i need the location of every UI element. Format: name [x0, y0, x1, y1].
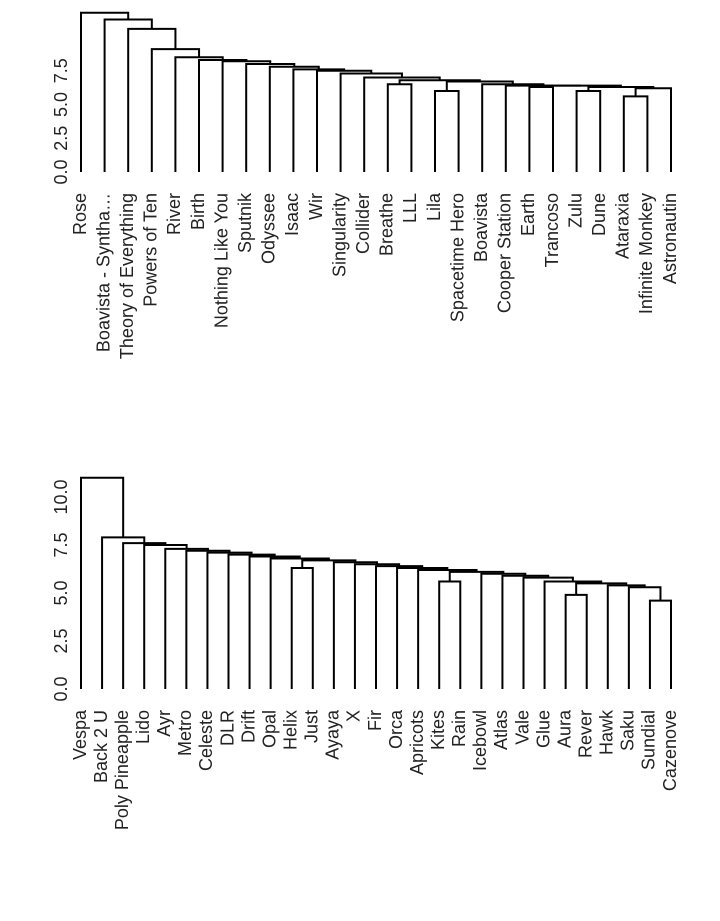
leaf-label: Trancoso [542, 193, 562, 267]
y-tick-label: 5.0 [51, 580, 71, 605]
dendrogram-link [543, 580, 603, 689]
dendrogram-link [434, 90, 460, 172]
leaf-label: Atlas [491, 710, 511, 750]
leaf-label: Fir [365, 710, 385, 731]
leaf-label: Aura [554, 709, 574, 748]
leaf-label: Astronautin [660, 193, 680, 284]
y-tick-label: 7.5 [51, 58, 71, 83]
dendrogram-link [504, 84, 582, 172]
leaf-label: Collider [353, 193, 373, 254]
y-tick-label: 2.5 [51, 628, 71, 653]
dendrogram-link [622, 95, 649, 172]
dendrogram-top: 0.0 2.5 5.0 7.5 Rose Boavista - Syntha… Theory… [51, 11, 680, 359]
dendrogram-link [417, 568, 478, 689]
leaf-label: Singularity [329, 193, 349, 277]
dendrogram-link [528, 85, 554, 172]
leaf-label: Rain [449, 710, 469, 747]
leaf-label: Odyssee [259, 193, 279, 264]
leaf-label: Saku [618, 710, 638, 751]
leaf-label: Dune [589, 193, 609, 236]
dendrogram-link [80, 476, 125, 689]
y-tick-label: 10.0 [51, 479, 71, 514]
leaf-label: LLL [400, 193, 420, 223]
leaf-label: Celeste [196, 710, 216, 771]
dendrogram-link [363, 76, 441, 172]
dendrogram-link [481, 83, 545, 172]
dendrogram-link [634, 87, 672, 172]
leaf-label: River [164, 193, 184, 235]
dendrogram-link [339, 72, 403, 172]
dendrogram-bottom: 0.0 2.5 5.0 7.5 10.0 Vespa Back 2 U Poly Pineap… [51, 476, 680, 830]
leaf-label: Cooper Station [495, 193, 515, 313]
leaf-label: Hawk [597, 709, 617, 755]
leaf-label: Rose [70, 193, 90, 235]
leaf-label: Powers of Ten [141, 193, 161, 307]
y-tick-label: 2.5 [51, 126, 71, 151]
leaf-label: Back 2 U [91, 710, 111, 783]
dendrogram-link [575, 90, 602, 172]
y-tick-label: 0.0 [51, 676, 71, 701]
dendrogram-link [80, 11, 130, 172]
dendrogram-link [269, 557, 330, 689]
dendrogram-link [648, 599, 672, 689]
leaf-label: Glue [533, 710, 553, 748]
dendrogram-link [227, 553, 276, 689]
leaf-label: Cazenove [660, 710, 680, 791]
leaf-label: Orca [386, 709, 406, 749]
leaf-label: Helix [280, 710, 300, 750]
leaf-label: Lido [133, 710, 153, 744]
leaf-label: Lila [424, 192, 444, 221]
leaf-label: Boavista [471, 192, 491, 262]
dendrogram-link [564, 593, 588, 689]
dendrogram-link [375, 565, 424, 689]
leaf-label: Sputnik [235, 192, 255, 253]
leaf-label: Icebowl [470, 710, 490, 771]
dendrogram-link [445, 80, 514, 91]
dendrogram-link [292, 68, 346, 172]
leaf-label: Just [302, 710, 322, 743]
leaf-label: Poly Pineapple [112, 710, 132, 830]
leaf-label: Zulu [565, 193, 585, 228]
leaf-label: Ayaya [323, 709, 343, 760]
leaf-label: Infinite Monkey [636, 193, 656, 314]
leaf-label: Ataraxia [613, 192, 633, 259]
leaf-label: Rever [575, 710, 595, 758]
dendrogram-link [627, 586, 662, 689]
leaf-label: DLR [217, 710, 237, 746]
dendrogram-link [290, 567, 314, 689]
dendrogram-link [206, 551, 253, 689]
dendrogram-link [353, 563, 401, 689]
dendrogram-link [386, 83, 413, 172]
leaf-label: Metro [175, 710, 195, 756]
leaf-label: Spacetime Hero [447, 193, 467, 322]
leaf-label: Isaac [282, 193, 302, 236]
leaf-label: Sundial [639, 710, 659, 770]
leaf-label: Birth [188, 193, 208, 230]
leaf-label: X [344, 710, 364, 722]
leaf-label: Earth [518, 193, 538, 236]
leaf-label: Opal [259, 710, 279, 748]
leaf-label: Vespa [70, 709, 90, 760]
dendrogram-link [316, 69, 373, 172]
leaf-label: Breathe [377, 193, 397, 256]
leaf-label: Apricots [407, 710, 427, 775]
leaf-label: Ayr [154, 710, 174, 737]
y-tick-label: 7.5 [51, 532, 71, 557]
leaf-label: Vale [512, 710, 532, 745]
dendrogram-link [501, 574, 550, 689]
leaf-label: Boavista - Syntha… [93, 193, 113, 352]
dendrogram-link [606, 584, 646, 689]
y-tick-label: 5.0 [51, 92, 71, 117]
leaf-label: Nothing Like You [211, 193, 231, 328]
leaf-label: Drift [238, 710, 258, 743]
leaf-label: Wir [306, 193, 326, 220]
leaf-label: Theory of Everything [117, 193, 137, 359]
dendrogram-link [438, 580, 462, 689]
y-tick-label: 0.0 [51, 159, 71, 184]
leaf-label: Kites [428, 710, 448, 750]
